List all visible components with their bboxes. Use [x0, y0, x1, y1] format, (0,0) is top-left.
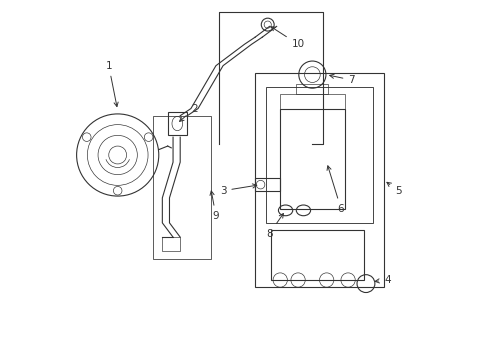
- Text: 9: 9: [209, 191, 219, 221]
- Bar: [162, 237, 180, 251]
- Text: 8: 8: [265, 213, 283, 239]
- Text: 10: 10: [270, 27, 304, 49]
- Text: 3: 3: [219, 184, 256, 196]
- Bar: [280, 109, 344, 208]
- Text: 2: 2: [179, 104, 198, 121]
- Text: 1: 1: [105, 61, 118, 107]
- Bar: [280, 94, 344, 109]
- Bar: [296, 84, 328, 94]
- Text: 7: 7: [329, 74, 354, 85]
- Bar: [255, 73, 383, 287]
- Bar: [255, 178, 280, 191]
- Bar: [265, 87, 372, 223]
- Bar: [271, 230, 364, 280]
- Text: 6: 6: [326, 166, 344, 213]
- Text: 4: 4: [374, 275, 390, 285]
- Text: 5: 5: [386, 182, 401, 196]
- Bar: [167, 112, 187, 135]
- Bar: [153, 116, 210, 258]
